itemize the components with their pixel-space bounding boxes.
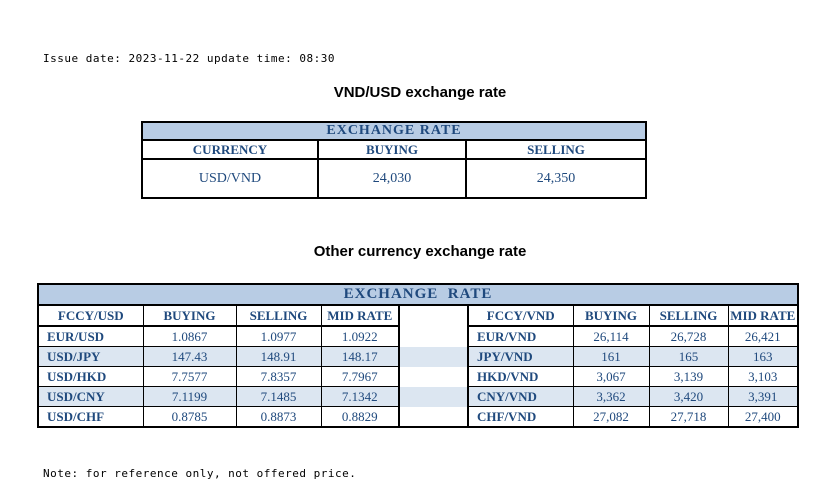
other-currency-rate-table: EXCHANGE RATE FCCY/USD BUYING SELLING MI… [37, 283, 799, 428]
mid-rate-cell: 1.0922 [320, 325, 400, 347]
table-banner-row: EXCHANGE RATE [37, 283, 799, 306]
buying-cell: 27,082 [572, 406, 650, 428]
mid-rate-cell: 3,391 [727, 386, 799, 407]
mid-rate-cell: 3,103 [727, 366, 799, 387]
selling-cell: 24,350 [464, 158, 648, 199]
pair-cell: USD/CHF [37, 406, 144, 428]
other-currency-table-title: Other currency exchange rate [313, 243, 527, 260]
column-header-fccy-usd: FCCY/USD [37, 304, 144, 327]
table-banner-row: EXCHANGE RATE [140, 121, 648, 141]
buying-cell: 7.7577 [142, 366, 237, 387]
table-row: USD/CNY 7.1199 7.1485 7.1342 CNY/VND 3,3… [37, 386, 799, 407]
column-header-currency: CURRENCY [141, 139, 319, 160]
mid-rate-cell: 148.17 [320, 346, 400, 367]
column-header-midrate-right: MID RATE [727, 304, 799, 327]
table-row: EUR/USD 1.0867 1.0977 1.0922 EUR/VND 26,… [37, 325, 799, 347]
mid-rate-cell: 163 [727, 346, 799, 367]
table-header-row: CURRENCY BUYING SELLING [141, 139, 648, 160]
mid-rate-cell: 7.7967 [320, 366, 400, 387]
buying-cell: 3,067 [572, 366, 650, 387]
pair-cell: EUR/USD [37, 325, 144, 347]
buying-cell: 147.43 [142, 346, 237, 367]
selling-cell: 7.8357 [235, 366, 322, 387]
pair-cell: CNY/VND [467, 386, 574, 407]
buying-cell: 26,114 [572, 325, 650, 347]
pair-cell: USD/HKD [37, 366, 144, 387]
mid-rate-cell: 7.1342 [320, 386, 400, 407]
gap-cell [398, 366, 469, 387]
column-header-fccy-vnd: FCCY/VND [467, 304, 574, 327]
table-banner: EXCHANGE RATE [37, 283, 799, 306]
column-header-selling-right: SELLING [648, 304, 729, 327]
selling-cell: 26,728 [648, 325, 729, 347]
pair-cell: JPY/VND [467, 346, 574, 367]
pair-cell: EUR/VND [467, 325, 574, 347]
selling-cell: 7.1485 [235, 386, 322, 407]
mid-rate-cell: 26,421 [727, 325, 799, 347]
pair-cell: USD/JPY [37, 346, 144, 367]
buying-cell: 7.1199 [142, 386, 237, 407]
currency-cell: USD/VND [141, 158, 319, 199]
gap-cell [398, 386, 469, 407]
buying-cell: 24,030 [317, 158, 467, 199]
table-row: USD/JPY 147.43 148.91 148.17 JPY/VND 161… [37, 346, 799, 367]
selling-cell: 3,139 [648, 366, 729, 387]
selling-cell: 148.91 [235, 346, 322, 367]
mid-rate-cell: 0.8829 [320, 406, 400, 428]
table-row: USD/HKD 7.7577 7.8357 7.7967 HKD/VND 3,0… [37, 366, 799, 387]
buying-cell: 1.0867 [142, 325, 237, 347]
gap-cell [398, 406, 469, 427]
pair-cell: HKD/VND [467, 366, 574, 387]
gap-cell [398, 326, 469, 347]
table-row: USD/VND 24,030 24,350 [141, 158, 648, 199]
column-header-midrate-left: MID RATE [320, 304, 400, 327]
mid-rate-cell: 27,400 [727, 406, 799, 428]
table-header-row: FCCY/USD BUYING SELLING MID RATE FCCY/VN… [37, 304, 799, 327]
issue-date-line: Issue date: 2023-11-22 update time: 08:3… [43, 52, 336, 65]
selling-cell: 0.8873 [235, 406, 322, 428]
pair-cell: USD/CNY [37, 386, 144, 407]
column-header-selling-left: SELLING [235, 304, 322, 327]
column-header-buying-left: BUYING [142, 304, 237, 327]
column-header-selling: SELLING [464, 139, 648, 160]
buying-cell: 161 [572, 346, 650, 367]
table-row: USD/CHF 0.8785 0.8873 0.8829 CHF/VND 27,… [37, 406, 799, 428]
column-header-buying-right: BUYING [572, 304, 650, 327]
table-banner: EXCHANGE RATE [140, 121, 648, 141]
buying-cell: 3,362 [572, 386, 650, 407]
gap-cell [398, 305, 469, 326]
buying-cell: 0.8785 [142, 406, 237, 428]
selling-cell: 3,420 [648, 386, 729, 407]
selling-cell: 165 [648, 346, 729, 367]
usd-vnd-rate-table: EXCHANGE RATE CURRENCY BUYING SELLING US… [140, 121, 648, 199]
footnote-line: Note: for reference only, not offered pr… [43, 467, 357, 480]
selling-cell: 1.0977 [235, 325, 322, 347]
selling-cell: 27,718 [648, 406, 729, 428]
pair-cell: CHF/VND [467, 406, 574, 428]
gap-cell [398, 346, 469, 367]
column-header-buying: BUYING [317, 139, 467, 160]
usd-vnd-table-title: VND/USD exchange rate [333, 84, 507, 101]
